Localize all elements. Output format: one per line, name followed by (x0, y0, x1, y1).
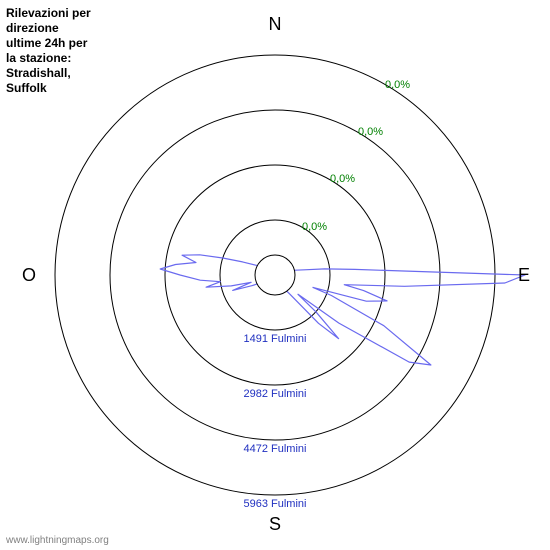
ring-count-label-3: 4472 Fulmini (244, 443, 307, 455)
cardinal-label-e: E (518, 265, 530, 285)
ring-count-label-4: 5963 Fulmini (244, 498, 307, 510)
ring-pct-label-4: 0,0% (385, 79, 410, 91)
center-disk (255, 255, 295, 295)
cardinal-label-s: S (269, 514, 281, 534)
ring-count-label-2: 2982 Fulmini (244, 388, 307, 400)
ring-count-label-1: 1491 Fulmini (244, 333, 307, 345)
ring-pct-label-1: 0,0% (302, 221, 327, 233)
cardinal-label-w: O (22, 265, 36, 285)
polar-chart: N E S O 0,0% 0,0% 0,0% 0,0% 1491 Fulmini 2982 Ful… (0, 0, 550, 550)
ring-pct-label-2: 0,0% (330, 173, 355, 185)
wind-rose-shape (160, 255, 525, 365)
ring-pct-label-3: 0,0% (358, 126, 383, 138)
cardinal-label-n: N (269, 14, 282, 34)
